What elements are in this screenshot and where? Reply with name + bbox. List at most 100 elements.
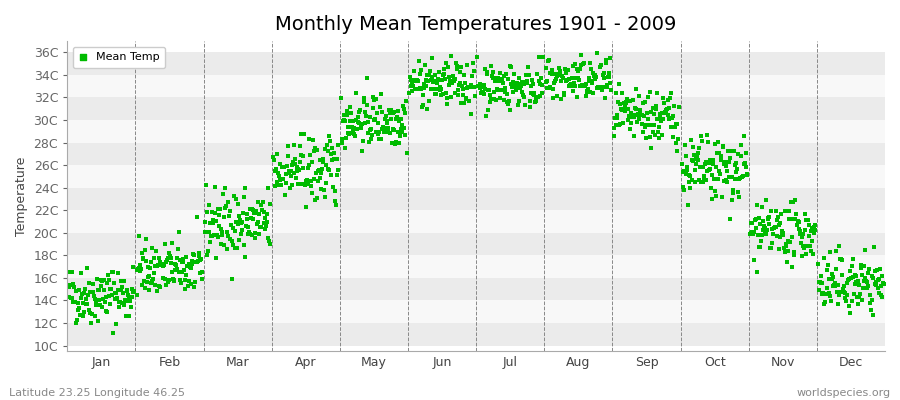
Point [866, 312, 880, 318]
Point [437, 66, 452, 72]
Point [289, 174, 303, 181]
Point [875, 294, 889, 300]
Point [337, 112, 351, 118]
Point [118, 297, 132, 304]
Point [354, 124, 368, 130]
Point [244, 232, 258, 239]
Point [438, 76, 453, 82]
Point [176, 267, 191, 273]
Point [869, 282, 884, 288]
Point [85, 311, 99, 318]
Point [262, 238, 276, 244]
Point [82, 280, 96, 286]
Point [708, 192, 723, 199]
Point [410, 86, 424, 92]
Point [280, 162, 294, 169]
Point [770, 233, 784, 239]
Point [710, 139, 724, 146]
Point [430, 86, 445, 92]
Point [72, 287, 86, 293]
Point [667, 103, 681, 110]
Point [414, 85, 428, 92]
Point [785, 234, 799, 240]
Point [646, 105, 661, 111]
Point [629, 85, 643, 92]
Point [410, 86, 425, 92]
Point [79, 296, 94, 302]
Point [765, 240, 779, 246]
Point [523, 98, 537, 104]
Point [164, 254, 178, 261]
Point [848, 272, 862, 278]
Point [562, 82, 577, 89]
Bar [68, 188, 885, 210]
Point [540, 78, 554, 84]
Point [670, 136, 685, 142]
Point [231, 220, 246, 227]
Point [483, 92, 498, 98]
Point [655, 95, 670, 102]
Point [854, 264, 868, 271]
Point [639, 135, 653, 142]
Point [572, 67, 586, 74]
Point [765, 226, 779, 232]
Point [693, 164, 707, 171]
Point [569, 75, 583, 82]
Point [664, 90, 679, 97]
Point [330, 156, 345, 162]
Point [792, 226, 806, 232]
Point [433, 84, 447, 90]
Point [238, 184, 252, 191]
Point [341, 124, 356, 130]
Point [615, 90, 629, 96]
Point [648, 132, 662, 138]
Point [714, 153, 728, 159]
Point [731, 189, 745, 196]
Point [588, 72, 602, 78]
Point [500, 91, 514, 97]
Point [842, 303, 856, 310]
Point [698, 160, 712, 167]
Point [136, 256, 150, 262]
Point [552, 65, 566, 72]
Point [98, 298, 112, 305]
Point [816, 301, 831, 307]
Point [623, 126, 637, 132]
Point [111, 286, 125, 293]
Point [868, 279, 883, 286]
Point [853, 262, 868, 268]
Point [553, 68, 567, 74]
Point [377, 128, 392, 135]
Point [187, 284, 202, 291]
Point [395, 122, 410, 128]
Point [217, 242, 231, 248]
Point [746, 228, 760, 235]
Point [182, 278, 196, 284]
Point [301, 165, 315, 172]
Point [626, 112, 641, 118]
Point [704, 185, 718, 191]
Point [637, 113, 652, 119]
Point [616, 100, 631, 106]
Point [94, 276, 109, 283]
Point [412, 71, 427, 77]
Point [361, 130, 375, 136]
Point [727, 176, 742, 182]
Point [635, 100, 650, 106]
Point [506, 78, 520, 85]
Point [76, 312, 90, 319]
Bar [68, 255, 885, 278]
Point [599, 57, 614, 64]
Point [859, 274, 873, 281]
Point [212, 206, 227, 212]
Point [638, 98, 652, 105]
Point [67, 284, 81, 290]
Point [331, 166, 346, 173]
Point [315, 166, 329, 172]
Point [99, 308, 113, 314]
Point [618, 100, 633, 106]
Point [113, 278, 128, 284]
Point [407, 78, 421, 84]
Point [839, 298, 853, 305]
Point [684, 157, 698, 163]
